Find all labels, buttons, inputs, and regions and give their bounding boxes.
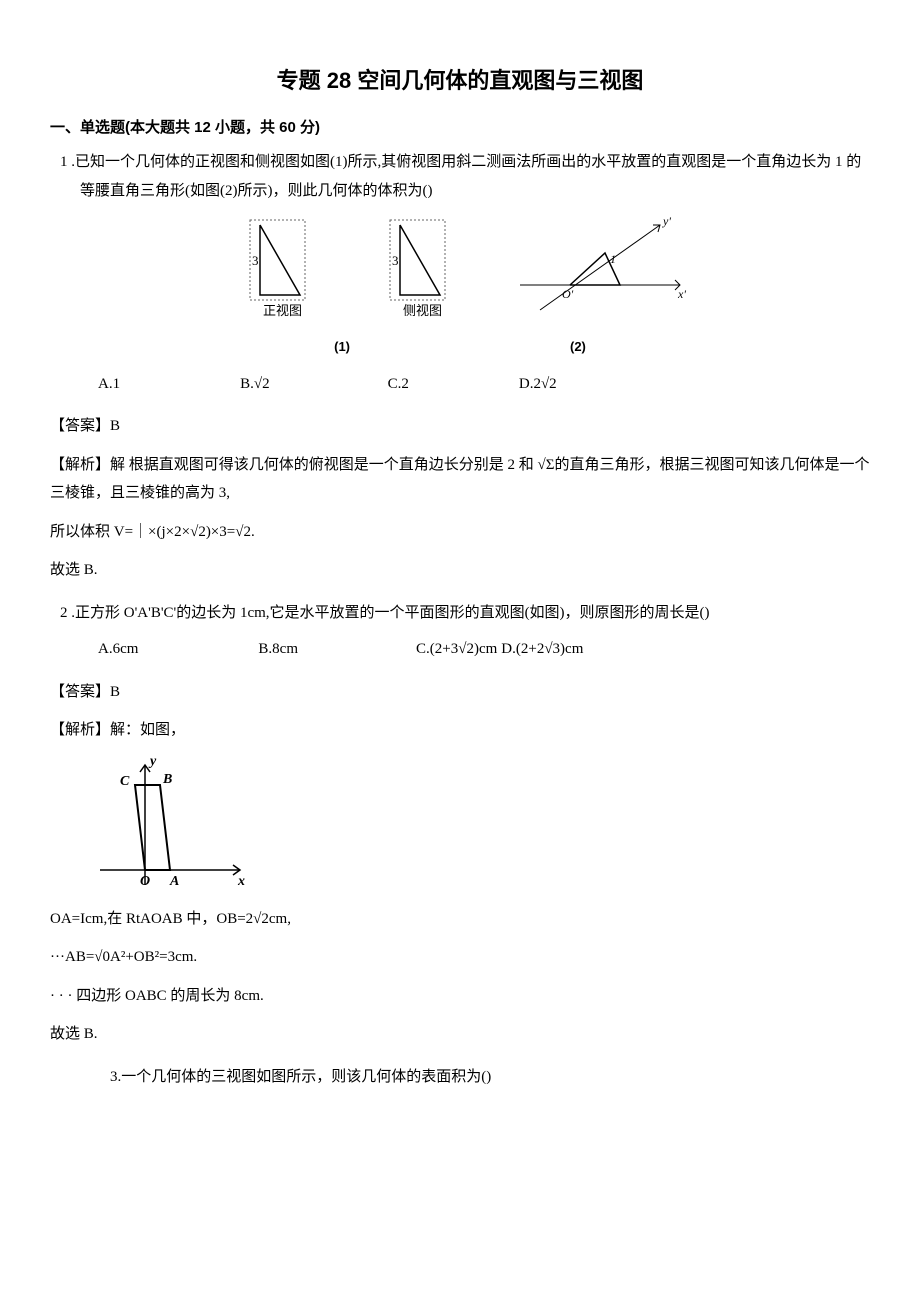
- q3-stem: 3.一个几何体的三视图如图所示，则该几何体的表面积为(): [50, 1063, 870, 1092]
- q2-figure: y x O A B C: [90, 755, 250, 895]
- y-prime-label: y': [662, 215, 671, 228]
- dim-label-3b: 3: [392, 253, 399, 268]
- q1-stem: 1 .已知一个几何体的正视图和侧视图如图(1)所示,其俯视图用斜二测画法所画出的…: [50, 148, 870, 205]
- q1-side-view: 3 侧视图: [370, 215, 470, 325]
- q1-front-view: 3 正视图: [230, 215, 330, 325]
- q2-answer-block: 【答案】B 【解析】解：如图， y x O A B C OA=Icm,在 RtA…: [50, 678, 870, 1049]
- q3-number: 3.: [110, 1069, 121, 1085]
- q1-opt-d: D.2√2: [519, 370, 557, 399]
- q1-opt-b: B.√2: [240, 370, 270, 399]
- A-label: A: [169, 874, 179, 889]
- q2-explain-5: 故选 B.: [50, 1020, 870, 1049]
- q2-opt-a: A.6cm: [98, 635, 138, 664]
- unit-label: 1: [610, 252, 616, 266]
- q2-opt-c: C.(2+3√2)cm: [416, 635, 497, 664]
- q2-explain-4: · · · 四边形 OABC 的周长为 8cm.: [50, 982, 870, 1011]
- q2-answer: 【答案】B: [50, 678, 870, 707]
- q2-explain-3: ···AB=√0A²+OB²=3cm.: [50, 943, 870, 972]
- o-prime-label: O': [562, 287, 574, 301]
- q1-options: A.1 B.√2 C.2 D.2√2: [98, 370, 870, 399]
- q2-explain-2: OA=Icm,在 RtAOAB 中，OB=2√2cm,: [50, 905, 870, 934]
- cap-2: (2): [570, 335, 586, 360]
- page-title: 专题 28 空间几何体的直观图与三视图: [50, 60, 870, 102]
- q2-opt-d: D.(2+2√3)cm: [501, 635, 583, 664]
- q2-options: A.6cm B.8cm C.(2+3√2)cm D.(2+2√3)cm: [98, 635, 870, 664]
- q1-fig-captions: (1) (2): [50, 335, 870, 360]
- q1-opt-c: C.2: [388, 370, 409, 399]
- y-label: y: [148, 755, 157, 769]
- O-label: O: [140, 874, 150, 889]
- side-label: 侧视图: [403, 303, 442, 318]
- q1-explain-2: 所以体积 V=｜×(j×2×√2)×3=√2.: [50, 518, 870, 547]
- q1-explain-1: 【解析】解 根据直观图可得该几何体的俯视图是一个直角边长分别是 2 和 √Σ的直…: [50, 451, 870, 508]
- q2-text: .正方形 O'A'B'C'的边长为 1cm,它是水平放置的一个平面图形的直观图(…: [71, 605, 709, 621]
- q1-opt-a: A.1: [98, 370, 120, 399]
- q1-answer-block: 【答案】B 【解析】解 根据直观图可得该几何体的俯视图是一个直角边长分别是 2 …: [50, 412, 870, 585]
- q1-answer: 【答案】B: [50, 412, 870, 441]
- q1-number: 1: [60, 154, 68, 170]
- q2-explain-1: 【解析】解：如图，: [50, 716, 870, 745]
- front-label: 正视图: [263, 303, 302, 318]
- dim-label-3a: 3: [252, 253, 259, 268]
- section-heading: 一、单选题(本大题共 12 小题，共 60 分): [50, 114, 870, 143]
- x-prime-label: x': [677, 287, 686, 301]
- q3-text: 一个几何体的三视图如图所示，则该几何体的表面积为(): [121, 1069, 491, 1085]
- q1-oblique-view: 1 O' x' y': [510, 215, 690, 325]
- q2-stem: 2 .正方形 O'A'B'C'的边长为 1cm,它是水平放置的一个平面图形的直观…: [50, 599, 870, 628]
- q1-explain-3: 故选 B.: [50, 556, 870, 585]
- q1-text: .已知一个几何体的正视图和侧视图如图(1)所示,其俯视图用斜二测画法所画出的水平…: [71, 154, 861, 199]
- q1-figures: 3 正视图 3 侧视图 1 O' x' y': [50, 215, 870, 325]
- B-label: B: [162, 772, 172, 787]
- cap-1: (1): [334, 335, 350, 360]
- q2-opt-b: B.8cm: [258, 635, 298, 664]
- C-label: C: [120, 774, 130, 789]
- x-label: x: [237, 874, 245, 889]
- q2-number: 2: [60, 605, 68, 621]
